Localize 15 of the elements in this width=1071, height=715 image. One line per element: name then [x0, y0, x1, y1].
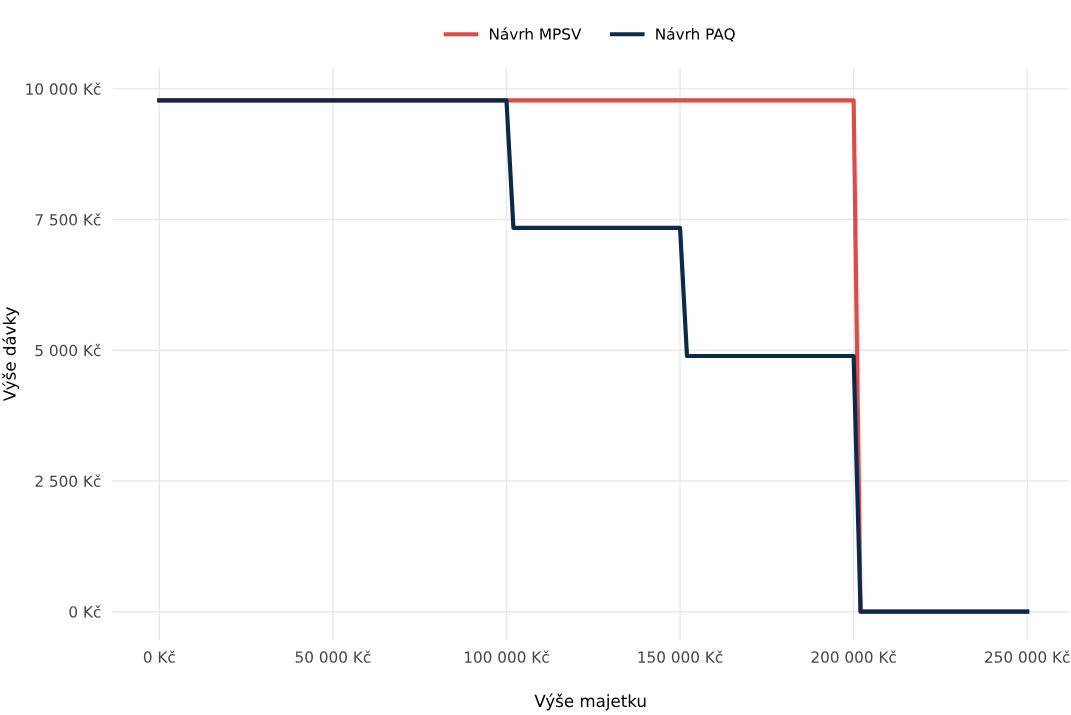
x-tick-label: 100 000 Kč [464, 650, 549, 663]
y-tick-label: 10 000 Kč [26, 82, 101, 95]
x-tick-label: 0 Kč [143, 650, 175, 663]
legend-label: Návrh PAQ [656, 27, 735, 42]
y-tick-label: 0 Kč [69, 605, 101, 618]
y-tick-label: 2 500 Kč [35, 474, 101, 487]
x-tick-label: 150 000 Kč [638, 650, 723, 663]
x-tick-label: 250 000 Kč [985, 650, 1070, 663]
x-tick-label: 200 000 Kč [811, 650, 896, 663]
legend-label: Návrh MPSV [490, 27, 582, 40]
x-axis-title: Výše majetku [534, 693, 646, 711]
x-tick-label: 50 000 Kč [295, 650, 371, 663]
y-tick-label: 5 000 Kč [35, 343, 101, 357]
y-axis-title: Výše dávky [2, 307, 20, 402]
y-tick-label: 7 500 Kč [35, 213, 101, 226]
